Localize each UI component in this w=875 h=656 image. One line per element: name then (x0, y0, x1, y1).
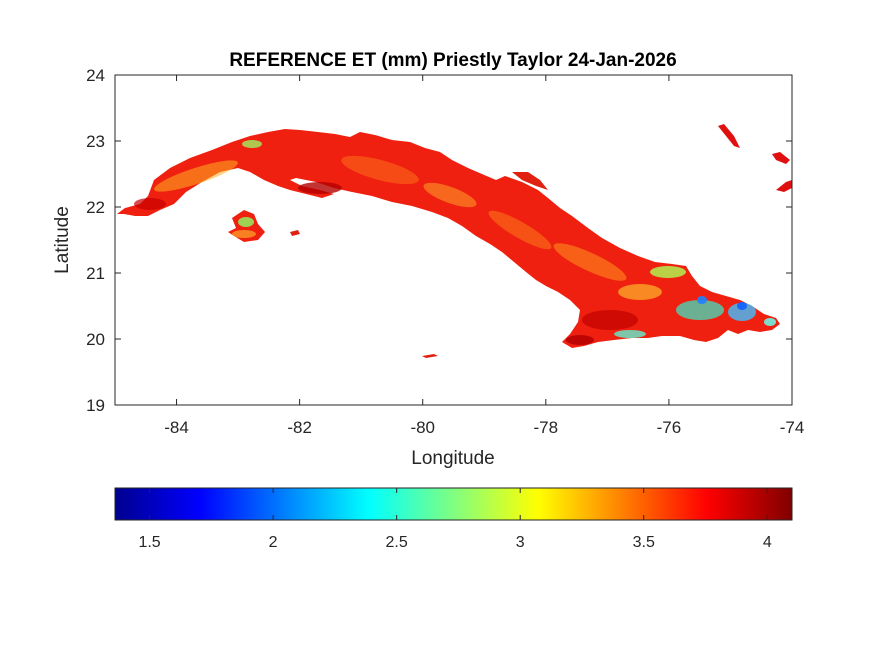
x-tick-label: -84 (164, 418, 189, 437)
x-tick-label: -82 (287, 418, 312, 437)
cay-south (422, 354, 438, 358)
colorbar-tick-label: 3 (516, 534, 525, 551)
colorbar-tick-label: 3.5 (633, 534, 655, 551)
cay-north (512, 172, 548, 190)
colorbar (114, 487, 793, 521)
y-tick-label: 23 (86, 132, 105, 151)
y-tick-label: 21 (86, 264, 105, 283)
cay-northeast-1 (718, 124, 740, 148)
y-tick-label: 24 (86, 66, 105, 85)
x-tick-label: -76 (657, 418, 682, 437)
y-tick-label: 20 (86, 330, 105, 349)
y-axis-label: Latitude (52, 206, 73, 274)
cay-southwest (290, 230, 300, 236)
cay-northeast-2 (772, 152, 790, 164)
colorbar-tick-label: 1.5 (138, 534, 160, 551)
map-area (117, 124, 792, 358)
colorbar-tick-label: 2.5 (386, 534, 408, 551)
axes-box (114, 74, 793, 406)
colorbar-ticks: 1.5 2 2.5 3 3.5 4 (138, 488, 772, 551)
main-island (117, 129, 780, 348)
x-tick-label: -74 (780, 418, 805, 437)
cay-northeast-3 (776, 180, 792, 192)
value-variation-overlay (134, 140, 776, 345)
x-tick-label: -78 (534, 418, 559, 437)
y-axis: 19 20 21 22 23 24 (86, 66, 792, 415)
x-axis: -84 -82 -80 -78 -76 -74 (164, 75, 804, 437)
x-axis-label: Longitude (411, 448, 494, 469)
colorbar-tick-label: 4 (763, 534, 772, 551)
chart-title: REFERENCE ET (mm) Priestly Taylor 24-Jan… (229, 50, 676, 71)
y-tick-label: 22 (86, 198, 105, 217)
x-tick-label: -80 (410, 418, 435, 437)
colorbar-tick-label: 2 (269, 534, 278, 551)
y-tick-label: 19 (86, 396, 105, 415)
